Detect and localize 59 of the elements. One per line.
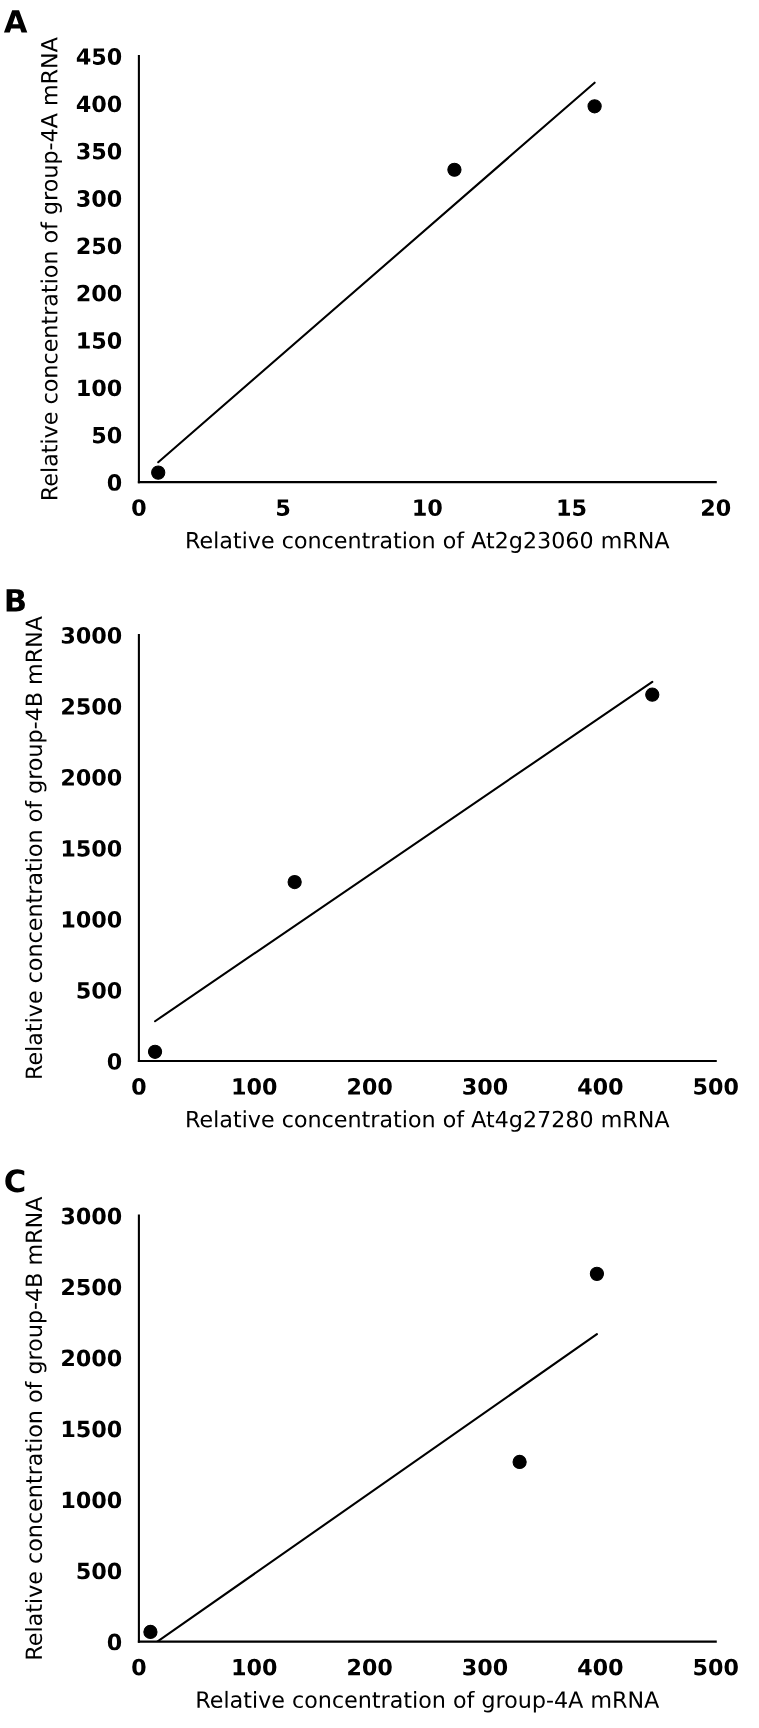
y-tick-label: 400 [76,95,122,113]
x-tick-label: 100 [233,1658,277,1676]
chart-title: C [5,1169,25,1193]
x-tick-label: 0 [132,1658,146,1676]
x-tick-label: 500 [694,1078,738,1095]
y-tick-label: 2500 [62,1278,122,1296]
x-tick-label: 200 [348,1078,392,1095]
y-tick-label: 500 [77,1562,122,1580]
y-tick-label: 0 [107,1052,122,1070]
y-tick-label: 350 [77,142,122,160]
y-tick-label: 0 [107,1633,122,1651]
x-tick-label: 300 [463,1658,508,1676]
y-tick-label: 150 [78,332,122,349]
x-tick-label: 500 [694,1658,738,1676]
y-tick-label: 3000 [61,1207,122,1225]
y-axis-title: Relative concentration of group-4B mRNA [24,616,47,1078]
point [143,1624,158,1640]
y-tick-label: 500 [77,981,122,999]
y-tick-label: 1000 [62,910,122,928]
chart-title: A [3,10,28,33]
y-tick-label: 50 [93,426,122,444]
y-tick-label: 3000 [61,626,122,644]
y-tick-label: 100 [78,379,122,397]
y-tick-label: 450 [76,48,122,65]
point [645,687,660,702]
point [287,874,302,890]
y-tick-label: 2000 [62,768,122,786]
y-tick-label: 1500 [62,1420,122,1438]
x-tick-label: 400 [578,1078,623,1095]
point [147,1044,163,1059]
x-tick-label: 400 [578,1658,623,1676]
x-axis-title: Relative concentration of At4g27280 mRNA [187,1110,670,1132]
point [512,1454,527,1470]
y-axis-title: Relative concentration of group-4A mRNA [40,37,62,499]
x-tick-label: 200 [348,1658,392,1676]
x-tick-label: 15 [558,499,586,516]
y-tick-label: 0 [107,474,122,491]
y-tick-label: 1500 [62,839,122,857]
y-tick-label: 2000 [62,1349,122,1367]
point [587,99,602,114]
y-tick-label: 200 [77,284,122,302]
y-tick-label: 300 [77,190,122,207]
x-tick-label: 5 [277,499,290,516]
x-axis-title: Relative concentration of At2g23060 mRNA [187,531,670,553]
x-tick-label: 0 [132,499,146,516]
y-tick-label: 1000 [62,1491,122,1509]
point [589,1266,605,1281]
x-tick-label: 100 [233,1078,277,1095]
x-tick-label: 300 [463,1078,508,1095]
y-tick-label: 2500 [62,697,122,715]
x-tick-label: 20 [702,499,731,516]
y-axis-title: Relative concentration of group-4B mRNA [24,1196,47,1659]
x-tick-label: 10 [414,499,442,516]
x-axis-title: Relative concentration of group-4A mRNA [197,1690,660,1713]
point [447,162,462,177]
point [151,465,166,480]
y-tick-label: 250 [77,237,122,255]
chart-title: B [6,589,25,612]
x-tick-label: 0 [132,1078,146,1095]
